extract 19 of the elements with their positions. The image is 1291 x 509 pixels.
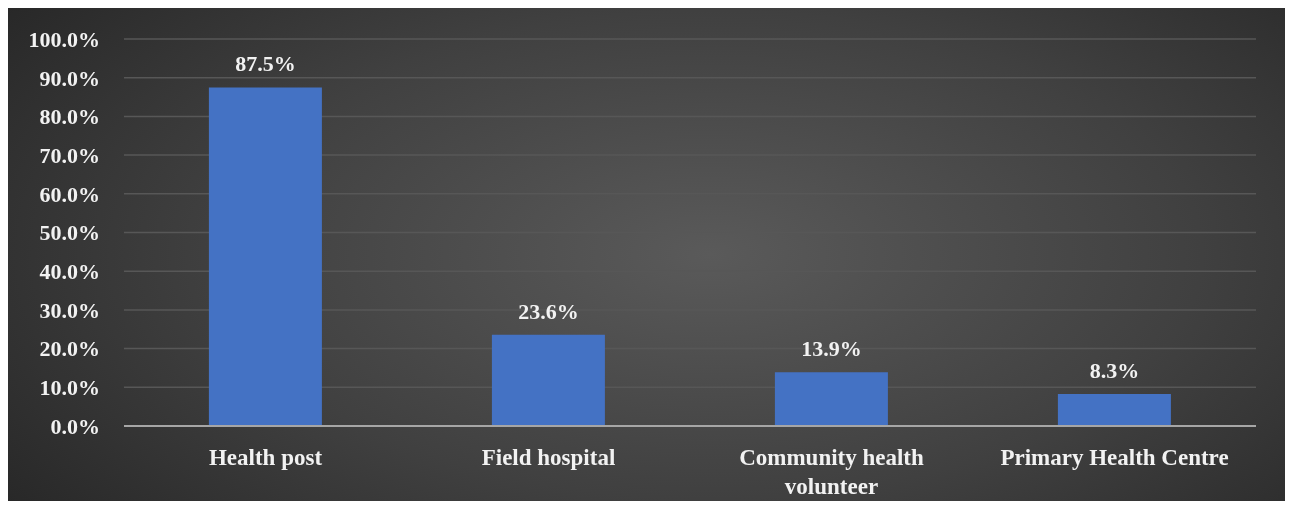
y-tick-label: 0.0% (50, 413, 100, 439)
data-label: 87.5% (235, 51, 296, 77)
y-tick-label: 90.0% (39, 65, 100, 91)
data-label: 23.6% (518, 298, 579, 324)
data-label: 8.3% (1089, 357, 1140, 383)
y-tick-label: 30.0% (39, 297, 100, 323)
y-tick-label: 50.0% (39, 220, 100, 246)
x-tick-label: Community health volunteer (739, 445, 925, 500)
y-tick-label: 100.0% (28, 26, 100, 52)
y-tick-label: 20.0% (39, 336, 100, 362)
y-tick-label: 60.0% (39, 181, 100, 207)
x-tick-label: Field hospital (481, 445, 616, 470)
y-tick-label: 70.0% (39, 142, 100, 168)
data-label: 13.9% (801, 336, 862, 362)
y-tick-label: 80.0% (39, 104, 100, 130)
y-tick-label: 40.0% (39, 259, 100, 285)
y-tick-label: 10.0% (39, 375, 100, 401)
x-tick-label: Health post (208, 445, 323, 470)
x-tick-label: Primary Health Centre (1000, 445, 1229, 470)
